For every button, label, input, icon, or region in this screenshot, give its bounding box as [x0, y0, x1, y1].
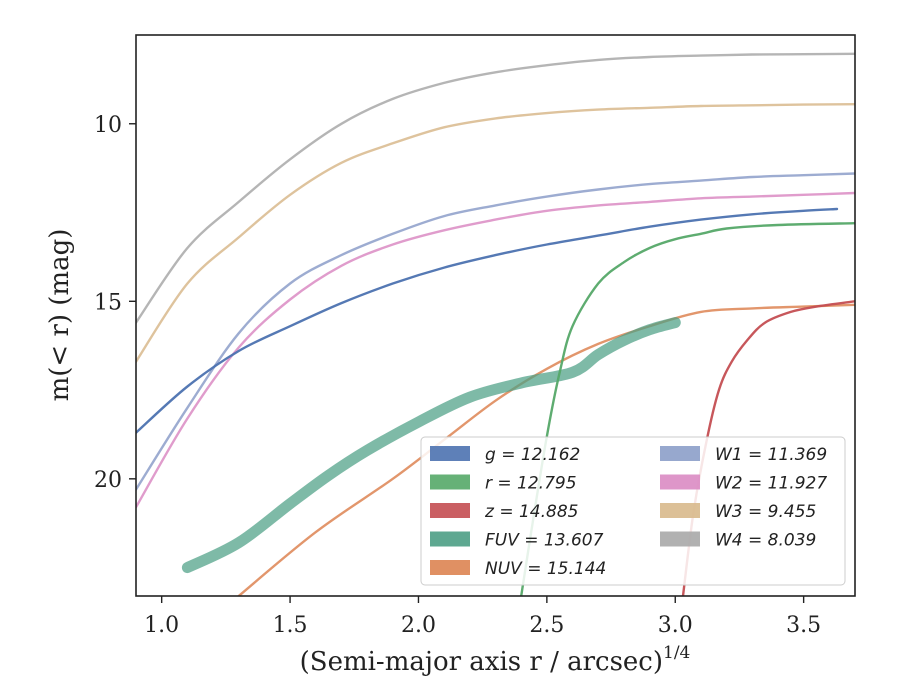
x-axis-title-text: (Semi-major axis r / arcsec): [300, 647, 663, 677]
x-tick-label: 2.0: [401, 613, 436, 638]
legend-label-w2: W2 = 11.927: [715, 474, 827, 494]
legend-label-w4: W4 = 8.039: [715, 531, 816, 551]
legend-swatch-w1: [660, 446, 700, 461]
series-line-w3: [136, 103, 855, 363]
legend-swatch-z: [430, 503, 470, 518]
legend-swatch-fuv: [430, 531, 470, 547]
x-axis-title-sup: 1/4: [663, 643, 690, 663]
legend-swatch-w2: [660, 474, 700, 490]
ticks-layer: 1.0 1.5 2.0 2.5 3.0 3.5 10 15 20: [94, 113, 821, 638]
legend-label-fuv: FUV = 13.607: [485, 531, 604, 551]
series-line-g: [136, 207, 839, 434]
x-tick-label: 1.0: [144, 613, 179, 638]
legend-swatch-g: [430, 446, 470, 461]
legend-label-w1: W1 = 11.369: [715, 445, 827, 465]
series-line-nuv: [237, 303, 855, 596]
legend-swatch-w3: [660, 503, 700, 518]
legend-label-w3: W3 = 9.455: [715, 502, 816, 522]
legend-swatch-nuv: [430, 560, 470, 575]
x-axis-title: (Semi-major axis r / arcsec)1/4: [300, 643, 691, 677]
legend-swatch-r: [430, 474, 470, 490]
legend-label-r: r = 12.795: [485, 474, 577, 494]
y-tick-label: 15: [94, 290, 122, 315]
series-line-w1: [136, 172, 855, 491]
legend-box: [420, 436, 846, 586]
legend-label-nuv: NUV = 15.144: [485, 559, 606, 579]
x-tick-label: 2.5: [529, 613, 564, 638]
y-tick-label: 20: [94, 468, 122, 493]
x-tick-label: 1.5: [273, 613, 308, 638]
legend-label-z: z = 14.885: [484, 502, 578, 522]
x-tick-label: 3.5: [786, 613, 821, 638]
legend: g = 12.162 r = 12.795 z = 14.885 FUV = 13.6…: [420, 436, 846, 586]
y-axis-title: m(< r) (mag): [45, 229, 75, 402]
y-tick-label: 10: [94, 113, 122, 138]
legend-label-g: g = 12.162: [485, 445, 580, 465]
series-line-w4: [136, 52, 855, 324]
series-line-w2: [136, 191, 855, 509]
curves-layer: [136, 52, 855, 596]
series-line-fuv: [181, 317, 681, 574]
x-tick-label: 3.0: [658, 613, 693, 638]
legend-swatch-w4: [660, 531, 700, 547]
plot-frame: [135, 34, 856, 597]
